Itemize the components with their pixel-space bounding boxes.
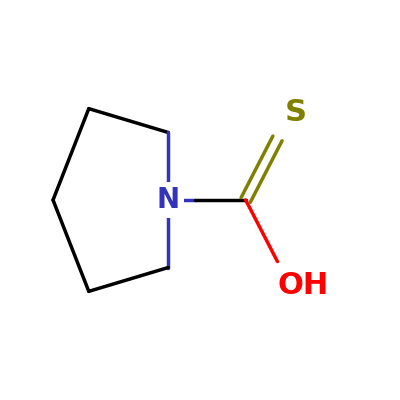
Text: N: N [157,186,180,214]
Text: S: S [284,98,306,127]
Text: OH: OH [278,271,329,300]
